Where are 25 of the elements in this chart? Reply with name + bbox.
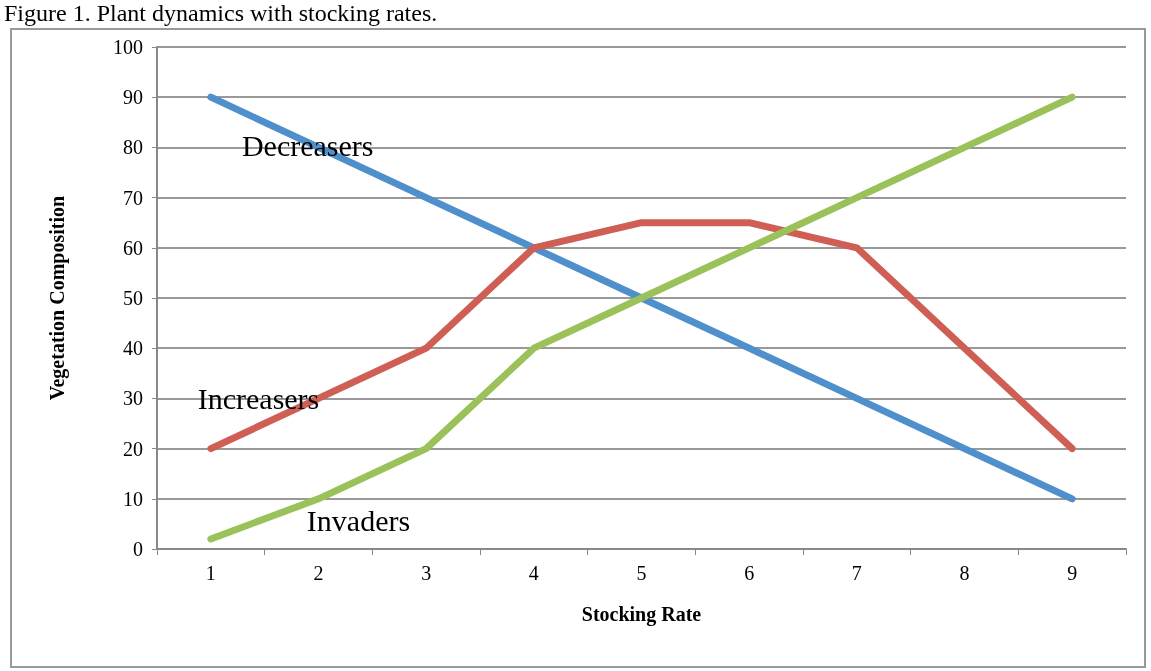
series-label: Invaders <box>306 504 411 538</box>
y-tick-label: 10 <box>123 487 143 510</box>
y-tick-label: 60 <box>123 236 143 259</box>
x-axis-title: Stocking Rate <box>581 603 702 626</box>
y-tick-label: 50 <box>123 287 143 309</box>
y-tick-label: 40 <box>123 337 143 360</box>
y-tick-label: 70 <box>123 186 143 209</box>
x-tick-label: 5 <box>636 562 647 584</box>
x-tick-label: 3 <box>421 562 432 584</box>
x-tick-label: 6 <box>744 562 755 584</box>
x-tick-label: 7 <box>851 562 862 584</box>
y-tick-label: 90 <box>123 86 143 109</box>
x-tick-label: 8 <box>959 562 970 584</box>
x-tick-label: 9 <box>1067 562 1078 584</box>
y-tick-label: 30 <box>123 387 143 410</box>
x-tick-label: 1 <box>205 562 216 584</box>
series-label: Increasers <box>197 381 320 415</box>
y-tick-label: 20 <box>123 437 143 460</box>
y-axis-title: Vegetation Composition <box>46 195 69 401</box>
chart-title: Figure 1. Plant dynamics with stocking rates. <box>4 0 438 26</box>
x-tick-label: 4 <box>528 562 539 584</box>
x-tick-label: 2 <box>313 562 324 584</box>
y-tick-label: 0 <box>133 538 143 560</box>
y-tick-label: 100 <box>113 36 143 58</box>
y-tick-label: 80 <box>123 136 143 159</box>
